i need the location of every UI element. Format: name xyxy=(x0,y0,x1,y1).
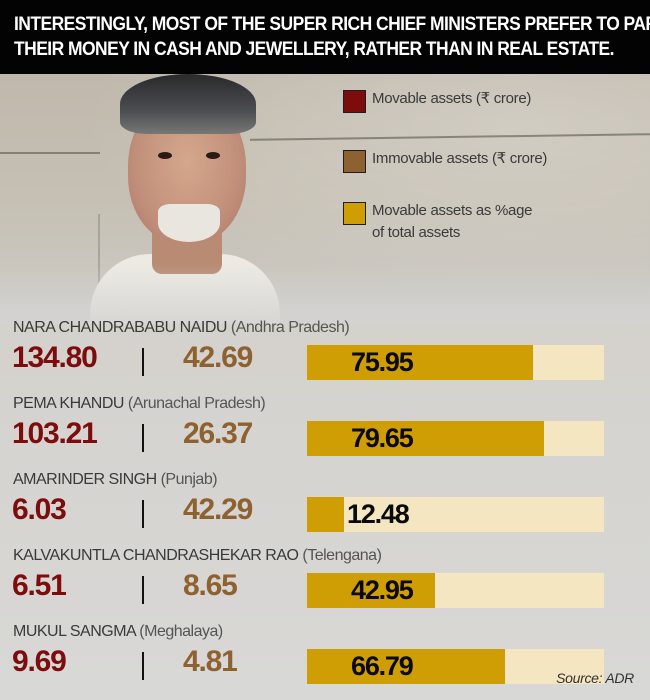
percentage-bar: 79.65 xyxy=(307,421,604,456)
cm-name: NARA CHANDRABABU NAIDU xyxy=(13,319,227,336)
value-divider xyxy=(142,424,144,452)
cm-name: KALVAKUNTLA CHANDRASHEKAR RAO xyxy=(13,547,299,564)
value-divider xyxy=(142,500,144,528)
legend-label-line-1: Movable assets as %age xyxy=(372,202,533,219)
percentage-value: 75.95 xyxy=(351,347,414,377)
percentage-bar: 42.95 xyxy=(307,573,604,608)
movable-assets-value: 134.80 xyxy=(12,341,98,374)
immovable-assets-value: 4.81 xyxy=(183,645,238,678)
cm-name: PEMA KHANDU xyxy=(13,395,124,412)
wall-seam xyxy=(250,133,650,141)
cm-row: PEMA KHANDU (Arunachal Pradesh) 103.21 2… xyxy=(0,394,650,469)
immovable-assets-value: 8.65 xyxy=(183,569,238,602)
percentage-bar-fill xyxy=(307,345,533,380)
portrait-photo xyxy=(0,74,650,324)
immovable-assets-value: 26.37 xyxy=(183,417,253,450)
cm-row: MUKUL SANGMA (Meghalaya) 9.69 4.81 66.79 xyxy=(0,622,650,697)
percentage-bar: 12.48 xyxy=(307,497,604,532)
wall-seam xyxy=(0,152,100,154)
cm-row: KALVAKUNTLA CHANDRASHEKAR RAO (Telengana… xyxy=(0,546,650,621)
percentage-value: 79.65 xyxy=(351,423,414,453)
percentage-bar: 66.79 xyxy=(307,649,604,684)
immovable-assets-value: 42.69 xyxy=(183,341,253,374)
immovable-assets-value: 42.29 xyxy=(183,493,253,526)
percentage-bar-fill xyxy=(307,573,435,608)
value-divider xyxy=(142,652,144,680)
cm-name-line: AMARINDER SINGH (Punjab) xyxy=(13,470,218,490)
legend-label-line-2: of total assets xyxy=(372,224,461,241)
cm-row: AMARINDER SINGH (Punjab) 6.03 42.29 12.4… xyxy=(0,470,650,545)
cm-name-line: MUKUL SANGMA (Meghalaya) xyxy=(13,622,223,642)
percentage-bar-fill xyxy=(307,497,345,532)
cm-name-line: NARA CHANDRABABU NAIDU (Andhra Pradesh) xyxy=(13,318,350,338)
percentage-bar-fill xyxy=(307,421,544,456)
legend-label: Movable assets (₹ crore) xyxy=(372,90,532,107)
cm-state: (Punjab) xyxy=(160,471,218,488)
cm-name-line: PEMA KHANDU (Arunachal Pradesh) xyxy=(13,394,266,414)
legend-swatch-immovable xyxy=(343,150,366,173)
percentage-value: 66.79 xyxy=(351,651,414,681)
cm-state: (Arunachal Pradesh) xyxy=(127,395,266,412)
legend-label: Immovable assets (₹ crore) xyxy=(372,150,548,167)
movable-assets-value: 103.21 xyxy=(12,417,98,450)
cm-state: (Meghalaya) xyxy=(139,623,223,640)
source-credit: Source: ADR xyxy=(556,670,634,686)
portrait-eye xyxy=(158,152,172,159)
legend-swatch-movable xyxy=(343,90,366,113)
headline-line-2: THEIR MONEY IN CASH AND JEWELLERY, RATHE… xyxy=(14,39,615,60)
portrait-hair xyxy=(120,74,256,134)
percentage-value: 42.95 xyxy=(351,575,414,605)
value-divider xyxy=(142,348,144,376)
headline-banner: INTERESTINGLY, MOST OF THE SUPER RICH CH… xyxy=(0,0,650,74)
headline-line-1: INTERESTINGLY, MOST OF THE SUPER RICH CH… xyxy=(14,14,650,35)
movable-assets-value: 6.03 xyxy=(12,493,67,526)
cm-name-line: KALVAKUNTLA CHANDRASHEKAR RAO (Telengana… xyxy=(13,546,382,566)
cm-name: AMARINDER SINGH xyxy=(13,471,157,488)
value-divider xyxy=(142,576,144,604)
movable-assets-value: 9.69 xyxy=(12,645,67,678)
legend-label: Movable assets as %age of total assets xyxy=(372,200,532,244)
cm-state: (Andhra Pradesh) xyxy=(230,319,350,336)
photo-fade xyxy=(0,264,650,324)
portrait-beard xyxy=(158,204,220,242)
portrait-eye xyxy=(206,152,220,159)
cm-state: (Telengana) xyxy=(302,547,382,564)
percentage-bar: 75.95 xyxy=(307,345,604,380)
cm-name: MUKUL SANGMA xyxy=(13,623,136,640)
legend-swatch-percentage xyxy=(343,202,366,225)
movable-assets-value: 6.51 xyxy=(12,569,67,602)
percentage-bar-fill xyxy=(307,649,506,684)
percentage-value: 12.48 xyxy=(347,499,410,529)
cm-row: NARA CHANDRABABU NAIDU (Andhra Pradesh) … xyxy=(0,318,650,393)
